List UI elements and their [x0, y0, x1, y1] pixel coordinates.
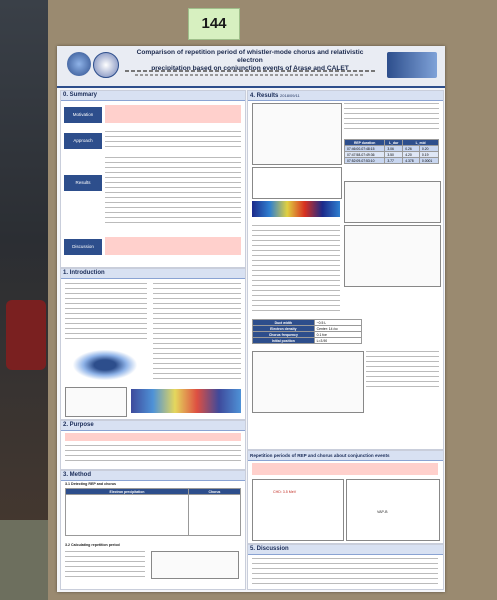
table-cell: 07:52:09-07:53:10: [343, 157, 386, 164]
results-text-lines: [105, 157, 241, 227]
discussion-section: 5. Discussion: [247, 544, 444, 590]
chorus-spectrogram: [131, 389, 241, 413]
resonance-curve-plot: [344, 181, 441, 223]
title-line-1: Comparison of repetition period of whist…: [136, 49, 364, 64]
results-section: 4. Results 2018/09/11 REP duration L_dur…: [247, 90, 444, 450]
summary-section: 0. Summary Motivation Approach Results D…: [60, 90, 246, 268]
results-heading-text: 4. Results: [250, 93, 279, 99]
wave-spectrogram: [252, 201, 340, 217]
method-section: 3. Method 3.1 Detecting REP and chorus E…: [60, 470, 246, 590]
ray-tracing-text-lines: [366, 351, 439, 391]
repetition-heading: Repetition periods of REP and chorus abo…: [248, 451, 443, 461]
purpose-heading: 2. Purpose: [61, 421, 245, 431]
orbit-plot: [252, 103, 342, 165]
table-cell: 0.0001: [418, 157, 440, 164]
rep-duration-table: REP duration L_dur L_mid 07:46:00-07:48:…: [343, 139, 440, 164]
results-heading: 4. Results 2018/09/11: [248, 91, 443, 101]
poster-title: Comparison of repetition period of whist…: [125, 49, 375, 73]
method-text-lines: [65, 551, 145, 581]
repetition-period-plot: [151, 551, 239, 579]
electron-spectrum-plot: [65, 387, 127, 417]
method-table: Electron precipitation Chorus: [65, 488, 242, 536]
table-row: 07:47:58-07:49:36 3.50 4.20 0.19: [343, 151, 440, 158]
purpose-highlight: [65, 433, 241, 441]
repetition-section: Repetition periods of REP and chorus abo…: [247, 450, 444, 544]
summary-heading: 0. Summary: [61, 91, 245, 101]
table-cell: 4.378: [402, 157, 420, 164]
institute-logo-icon: [93, 52, 119, 78]
discussion-tag: Discussion: [64, 239, 102, 255]
author-list: [125, 68, 375, 78]
introduction-section: 1. Introduction: [60, 268, 246, 420]
table-cell: 3.77: [384, 157, 404, 164]
approach-tag: Approach: [64, 133, 102, 149]
introduction-heading: 1. Introduction: [61, 269, 245, 279]
duct-text-lines: [252, 225, 340, 315]
university-logo-icon: [67, 52, 91, 76]
ray-tracing-plot: [252, 351, 364, 413]
radiation-belt-diagram: [67, 347, 143, 383]
method-subheading-2: 3.2 Calculating repetition period: [65, 543, 120, 547]
purpose-text-lines: [65, 445, 241, 465]
chd-histogram: CHD: 3.5 MeV: [252, 479, 344, 541]
rep-time-series: [252, 167, 342, 199]
duct-model-plot: [344, 225, 441, 287]
motivation-tag: Motivation: [64, 107, 102, 123]
results-date: 2018/09/11: [280, 93, 300, 98]
poster: Comparison of repetition period of whist…: [57, 46, 445, 592]
discussion-heading: 5. Discussion: [248, 545, 443, 555]
discussion-text-lines: [252, 558, 438, 584]
table-row: Initial position L=3.90: [252, 337, 363, 344]
vap-histogram: VAP-B: [346, 479, 440, 541]
table-row: 07:52:09-07:53:10 3.77 4.378 0.0001: [343, 157, 440, 164]
table-row: 07:46:00-07:48:15 3.06 0.26 0.20: [343, 145, 440, 152]
chorus-text-lines: [153, 283, 241, 383]
discussion-highlight: [105, 237, 241, 255]
title-line-2: precipitation based on conjunction event…: [151, 65, 349, 72]
results-text-lines: [344, 103, 439, 133]
vap-label: VAP-B: [377, 510, 388, 514]
method-heading: 3. Method: [61, 471, 245, 481]
repetition-highlight: [252, 463, 438, 475]
intro-text-lines: [65, 283, 147, 343]
red-chair: [6, 300, 46, 370]
poster-header: Comparison of repetition period of whist…: [57, 46, 445, 88]
chd-label: CHD: 3.5 MeV: [273, 490, 297, 494]
method-subheading-1: 3.1 Detecting REP and chorus: [65, 482, 117, 486]
duct-parameter-table: Duct width ~0.5 L Electron density Center:…: [252, 319, 363, 344]
table-cell: Initial position: [252, 337, 315, 344]
purpose-section: 2. Purpose: [60, 420, 246, 470]
results-tag: Results: [64, 175, 102, 191]
table-cell: L=3.90: [313, 337, 363, 344]
calet-logo-icon: [387, 52, 437, 78]
approach-text-lines: [105, 131, 241, 151]
motivation-highlight: [105, 105, 241, 123]
poster-number-tag: 144: [188, 8, 240, 40]
